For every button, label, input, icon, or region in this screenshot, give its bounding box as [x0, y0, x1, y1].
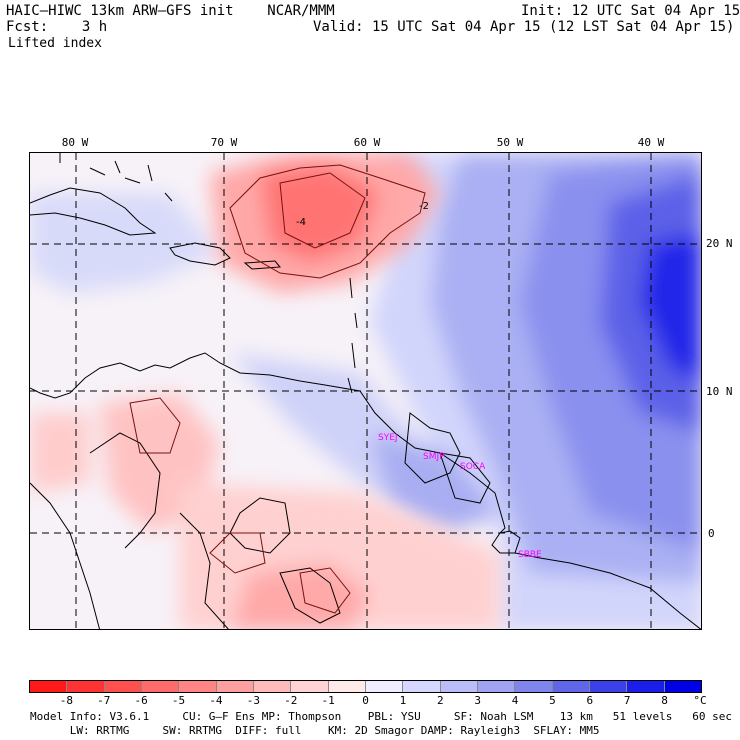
- colorbar-tick: -1: [321, 694, 335, 707]
- model-info-line1: Model Info: V3.6.1 CU: G–F Ens MP: Thomp…: [30, 710, 732, 723]
- colorbar-tick: 2: [436, 694, 444, 707]
- colorbar-cell: [365, 681, 404, 692]
- colorbar-cell: [627, 681, 665, 692]
- lon-label-40w: 40 W: [637, 136, 665, 149]
- colorbar-cell: [440, 681, 478, 692]
- colorbar-cell: [67, 681, 105, 692]
- lat-label-20n: 20 N: [706, 237, 733, 250]
- colorbar-tick: -4: [209, 694, 223, 707]
- colorbar-tick: -6: [134, 694, 148, 707]
- colorbar-cell: [589, 681, 628, 692]
- colorbar: [29, 680, 702, 693]
- colorbar-tick: 0: [362, 694, 369, 707]
- lon-label-50w: 50 W: [496, 136, 524, 149]
- contour-label-minus4: -4: [296, 217, 306, 228]
- valid-time: Valid: 15 UTC Sat 04 Apr 15 (12 LST Sat …: [313, 19, 735, 35]
- lon-label-80w: 80 W: [61, 136, 89, 149]
- lat-label-10n: 10 N: [706, 385, 733, 398]
- colorbar-cell: [477, 681, 516, 692]
- station-syej: SYEJ: [378, 433, 398, 443]
- field-name: Lifted index: [8, 36, 102, 51]
- colorbar-cell: [30, 681, 68, 692]
- lon-label-60w: 60 W: [353, 136, 381, 149]
- colorbar-tick: 3: [474, 694, 481, 707]
- negative-li-field: [30, 153, 500, 629]
- lifted-index-map: -4 -2 SYEJ SMJP SOCA SBBE: [29, 152, 702, 630]
- colorbar-tick: 6: [586, 694, 594, 707]
- model-title: HAIC–HIWC 13km ARW–GFS init NCAR/MMM: [6, 3, 335, 19]
- model-info-line2: LW: RRTMG SW: RRTMG DIFF: full KM: 2D Sm…: [30, 724, 600, 737]
- station-smjp: SMJP: [423, 452, 445, 462]
- station-sbbe: SBBE: [518, 550, 542, 560]
- colorbar-tick: 1: [399, 694, 407, 707]
- contour-label-minus2: -2: [419, 201, 429, 212]
- colorbar-cell: [104, 681, 142, 692]
- lat-label-0: 0: [708, 527, 715, 540]
- colorbar-cell: [216, 681, 254, 692]
- colorbar-tick: 4: [511, 694, 519, 707]
- colorbar-tick: -5: [171, 694, 186, 707]
- init-time: Init: 12 UTC Sat 04 Apr 15: [521, 3, 740, 19]
- colorbar-cell: [291, 681, 329, 692]
- colorbar-cell: [403, 681, 441, 692]
- coastlines: [30, 153, 701, 629]
- colorbar-tick: 8: [661, 694, 668, 707]
- colorbar-tick: -2: [284, 694, 298, 707]
- lon-label-70w: 70 W: [210, 136, 238, 149]
- colorbar-tick: -3: [246, 694, 260, 707]
- colorbar-cell: [328, 681, 366, 692]
- colorbar-cell: [515, 681, 553, 692]
- li-contours: [129, 164, 426, 614]
- colorbar-tick: -8: [59, 694, 73, 707]
- colorbar-tick: 5: [549, 694, 556, 707]
- colorbar-cell: [179, 681, 217, 692]
- colorbar-tick: -7: [97, 694, 111, 707]
- colorbar-cell: [664, 681, 701, 692]
- station-soca: SOCA: [460, 462, 486, 472]
- forecast-hour: Fcst: 3 h: [6, 19, 108, 35]
- colorbar-cell: [141, 681, 180, 692]
- colorbar-cell: [552, 681, 590, 692]
- colorbar-cell: [253, 681, 292, 692]
- colorbar-unit: °C: [693, 694, 707, 707]
- colorbar-tick: 7: [623, 694, 631, 707]
